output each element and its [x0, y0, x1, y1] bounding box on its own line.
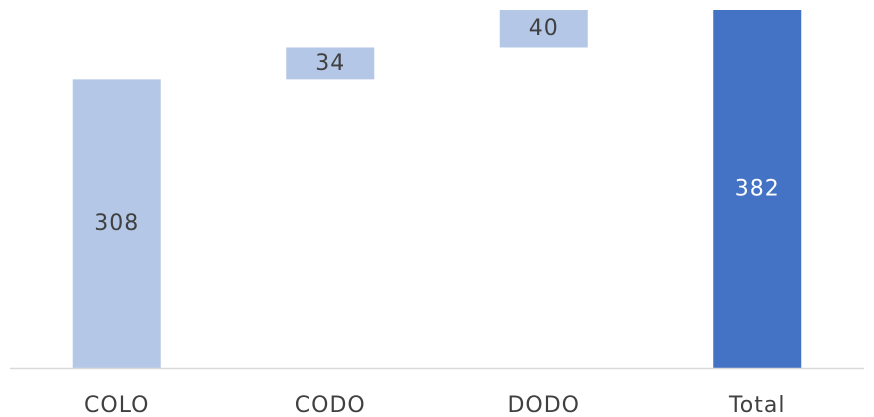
value-labels-group: 308 34 40 382: [94, 16, 780, 236]
data-label-total: 382: [735, 177, 780, 202]
data-label-colo: 308: [94, 211, 139, 236]
x-tick-label-dodo: DODO: [507, 393, 580, 417]
bar-total: [713, 10, 802, 368]
x-tick-label-colo: COLO: [84, 393, 149, 417]
x-tick-label-codo: CODO: [295, 393, 366, 417]
bar-codo: [286, 47, 375, 80]
x-tick-labels-group: COLO CODO DODO Total: [84, 393, 785, 417]
data-label-dodo: 40: [529, 16, 559, 41]
bar-colo: [72, 79, 161, 369]
bars-group: [72, 10, 802, 369]
data-label-codo: 34: [315, 51, 345, 76]
x-tick-label-total: Total: [728, 393, 785, 417]
bar-dodo: [499, 10, 588, 48]
